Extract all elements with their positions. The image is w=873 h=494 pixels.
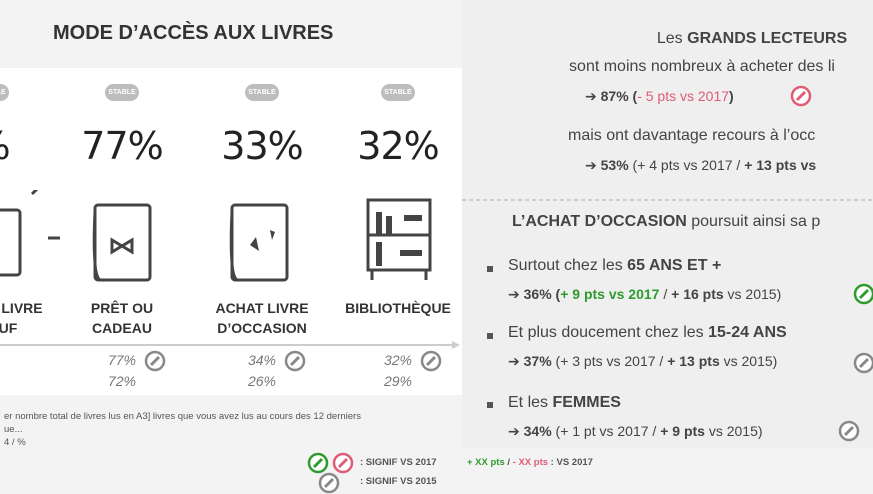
history: 34% bbox=[247, 352, 277, 368]
signif-icon bbox=[838, 420, 860, 442]
text-segment: + 16 pts bbox=[671, 286, 724, 302]
right-text: Et plus doucement chez les 15-24 ANS bbox=[508, 324, 787, 342]
icons bbox=[0, 190, 432, 282]
badge: STABLE bbox=[105, 84, 139, 101]
text-segment: + 13 pts bbox=[667, 353, 720, 369]
text-segment: : SIGNIF VS 2017 bbox=[360, 457, 437, 468]
right-text: mais ont davantage recours à l’occ bbox=[568, 127, 815, 145]
footnote: er nombre total de livres lus en A3] liv… bbox=[4, 411, 361, 422]
right-text: ➔ 87% (- 5 pts vs 2017) bbox=[585, 88, 734, 105]
history: 72% bbox=[107, 373, 137, 389]
history: 32% bbox=[383, 352, 413, 368]
text-segment: vs 2015) bbox=[704, 423, 763, 439]
text-segment: poursuit ainsi sa p bbox=[686, 213, 821, 230]
right-text: ➔ 53% (+ 4 pts vs 2017 / + 13 pts vs bbox=[585, 157, 816, 174]
text-segment: Et plus doucement chez les bbox=[508, 324, 709, 341]
bullet bbox=[487, 402, 493, 408]
footnote: 4 / % bbox=[4, 437, 26, 448]
text-segment: vs 2015) bbox=[719, 353, 778, 369]
arrow bbox=[0, 341, 460, 349]
text-segment: (+ 3 pts vs 2017 / bbox=[551, 353, 668, 369]
right-text: Les GRANDS LECTEURS bbox=[657, 30, 847, 48]
text-segment: L’ACHAT D’OCCASION bbox=[512, 213, 687, 230]
text-segment: - XX pts bbox=[512, 457, 549, 468]
badge: STABLE bbox=[381, 84, 415, 101]
label: D’OCCASION bbox=[217, 320, 307, 336]
label: LIVRE bbox=[1, 300, 43, 316]
text-segment: Et les bbox=[508, 394, 553, 411]
value: % bbox=[0, 124, 11, 168]
text-segment: FEMMES bbox=[552, 394, 621, 411]
footnote: ue... bbox=[4, 424, 23, 435]
value: 77% bbox=[81, 124, 163, 168]
label: PRÊT OU bbox=[90, 300, 154, 316]
bullet bbox=[487, 266, 493, 272]
text-segment: + 9 pts vs 2017 bbox=[560, 286, 660, 302]
text-segment: - 5 pts vs 2017 bbox=[637, 88, 730, 104]
text-segment: 65 ANS ET + bbox=[627, 257, 722, 274]
right-text: ➔ 34% (+ 1 pt vs 2017 / + 9 pts vs 2015) bbox=[508, 423, 763, 440]
text-segment: (+ 1 pt vs 2017 / bbox=[551, 423, 661, 439]
signif-icon bbox=[144, 350, 166, 372]
text-segment: ➔ 34% bbox=[508, 423, 552, 439]
label: BIBLIOTHÈQUE bbox=[345, 300, 451, 316]
signif-icon bbox=[307, 452, 329, 474]
right-text: Surtout chez les 65 ANS ET + bbox=[508, 257, 721, 275]
text-segment: + XX pts bbox=[467, 457, 505, 468]
right-text: ➔ 37% (+ 3 pts vs 2017 / + 13 pts vs 201… bbox=[508, 353, 777, 370]
value: 32% bbox=[357, 124, 439, 168]
right-text: ➔ 36% (+ 9 pts vs 2017 / + 16 pts vs 201… bbox=[508, 286, 781, 303]
signif-icon bbox=[790, 85, 812, 107]
right-text: Et les FEMMES bbox=[508, 394, 621, 412]
legend-item: + XX pts / - XX pts : VS 2017 bbox=[467, 457, 593, 468]
right-text: L’ACHAT D’OCCASION poursuit ainsi sa p bbox=[512, 213, 820, 231]
text-segment: + 13 pts vs bbox=[744, 157, 817, 173]
legend-item: : SIGNIF VS 2015 bbox=[360, 476, 437, 487]
right-text: sont moins nombreux à acheter des li bbox=[569, 58, 835, 76]
text-segment: ) bbox=[729, 88, 734, 104]
text-segment: ➔ 87% ( bbox=[585, 88, 638, 104]
text-segment: + 9 pts bbox=[660, 423, 705, 439]
text-segment: ➔ 36% ( bbox=[508, 286, 561, 302]
legend-item: : SIGNIF VS 2017 bbox=[360, 457, 437, 468]
title: MODE D’ACCÈS AUX LIVRES bbox=[53, 22, 334, 44]
right-panel bbox=[462, 0, 873, 448]
text-segment: Surtout chez les bbox=[508, 257, 628, 274]
text-segment: vs 2015) bbox=[723, 286, 782, 302]
signif-icon bbox=[853, 283, 873, 305]
signif-icon bbox=[332, 452, 354, 474]
text-segment: (+ 4 pts vs 2017 / bbox=[628, 157, 745, 173]
text-segment: / bbox=[504, 457, 513, 468]
text-segment: ➔ 37% bbox=[508, 353, 552, 369]
signif-icon bbox=[420, 350, 442, 372]
separator bbox=[462, 199, 873, 201]
value: 33% bbox=[221, 124, 303, 168]
text-segment: 15-24 ANS bbox=[708, 324, 787, 341]
bullet bbox=[487, 333, 493, 339]
label: ACHAT LIVRE bbox=[215, 300, 309, 316]
text-segment: mais ont davantage recours à l’occ bbox=[568, 127, 816, 144]
signif-icon bbox=[284, 350, 306, 372]
history: 26% bbox=[247, 373, 277, 389]
text-segment: / bbox=[659, 286, 672, 302]
text-segment: Les bbox=[656, 30, 688, 47]
history: 29% bbox=[383, 373, 413, 389]
text-segment: ➔ 53% bbox=[585, 157, 629, 173]
text-segment: sont moins nombreux à acheter des li bbox=[569, 58, 835, 75]
signif-icon bbox=[853, 352, 873, 374]
text-segment: : VS 2017 bbox=[548, 457, 593, 468]
badge: STABLE bbox=[245, 84, 279, 101]
label: UF bbox=[0, 320, 18, 336]
badge: STABLE bbox=[0, 84, 9, 101]
text-segment: : SIGNIF VS 2015 bbox=[360, 476, 437, 487]
label: CADEAU bbox=[92, 320, 152, 336]
text-segment: GRANDS LECTEURS bbox=[687, 30, 848, 47]
history: 77% bbox=[107, 352, 137, 368]
